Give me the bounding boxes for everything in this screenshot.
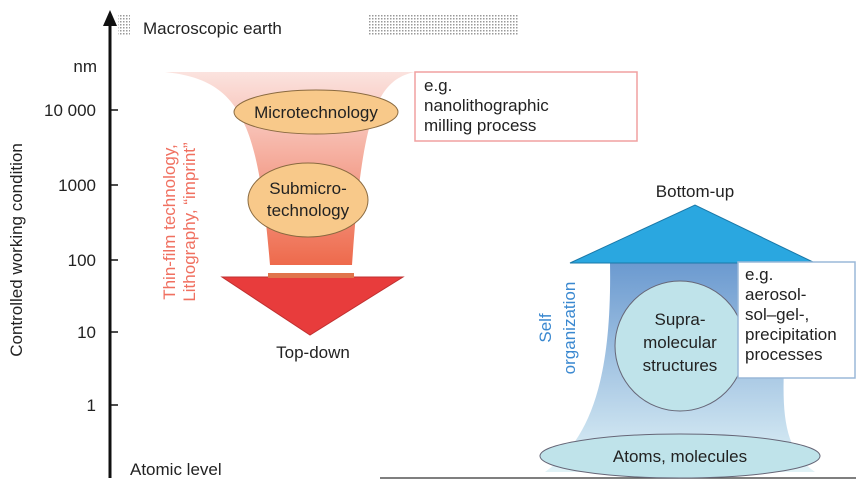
text-line: e.g. (424, 76, 452, 95)
stage (247, 162, 369, 238)
text-line: Supra- (654, 310, 705, 329)
axis-bottom: Atomic level (130, 460, 222, 479)
axis-top: Macroscopic earth (143, 19, 282, 38)
text-line: Atoms, molecules (613, 447, 747, 466)
example-box (414, 71, 638, 142)
text-line: Submicro- (269, 179, 346, 198)
stage (233, 89, 399, 135)
text-line: Lithography, “imprint” (180, 142, 199, 302)
text-block: e.g. nanolithographic milling process (424, 76, 549, 135)
text-line: e.g. (745, 265, 773, 284)
text-block: e.g. aerosol-sol–gel-, precipitation proces… (745, 265, 837, 364)
top-down-arrow (220, 276, 405, 336)
text-line: Thin-film technology, (160, 144, 179, 300)
example-box (737, 261, 856, 379)
text-line: precipitation (745, 325, 837, 344)
tick-label: 10 (77, 323, 96, 342)
text-block: Microtechnology (254, 103, 378, 122)
text-block: Atoms, molecules (613, 447, 747, 466)
texture (368, 14, 518, 36)
text-line: sol–gel-, (745, 305, 809, 324)
text-block: Supra-molecular structures (643, 310, 718, 375)
text-line: nanolithographic (424, 96, 549, 115)
label: Bottom-up (656, 182, 734, 201)
text-line: Self (536, 313, 555, 343)
text-block: Submicro-technology (267, 179, 350, 220)
text-line: organization (560, 282, 579, 375)
text-line: structures (643, 356, 718, 375)
label: Top-down (276, 343, 350, 362)
text-line: molecular (643, 333, 717, 352)
text-line: aerosol- (745, 285, 806, 304)
axis-arrow (103, 10, 117, 26)
tick-label: 1000 (58, 176, 96, 195)
axis-title: Controlled working condition (7, 143, 26, 357)
text-block: Thin-film technology,Lithography, “impri… (160, 142, 199, 302)
bar (268, 273, 354, 278)
tick-label: 100 (68, 251, 96, 270)
axis-unit: nm (73, 57, 97, 76)
tick-label: 1 (87, 396, 96, 415)
tick-label: 10 000 (44, 101, 96, 120)
text-line: technology (267, 201, 350, 220)
text-line: milling process (424, 116, 536, 135)
bottom-up-arrow (569, 204, 816, 264)
stage (539, 433, 821, 479)
text-block: Self organization (536, 282, 579, 375)
text-line: Microtechnology (254, 103, 378, 122)
text-line: processes (745, 345, 822, 364)
texture (118, 14, 130, 36)
